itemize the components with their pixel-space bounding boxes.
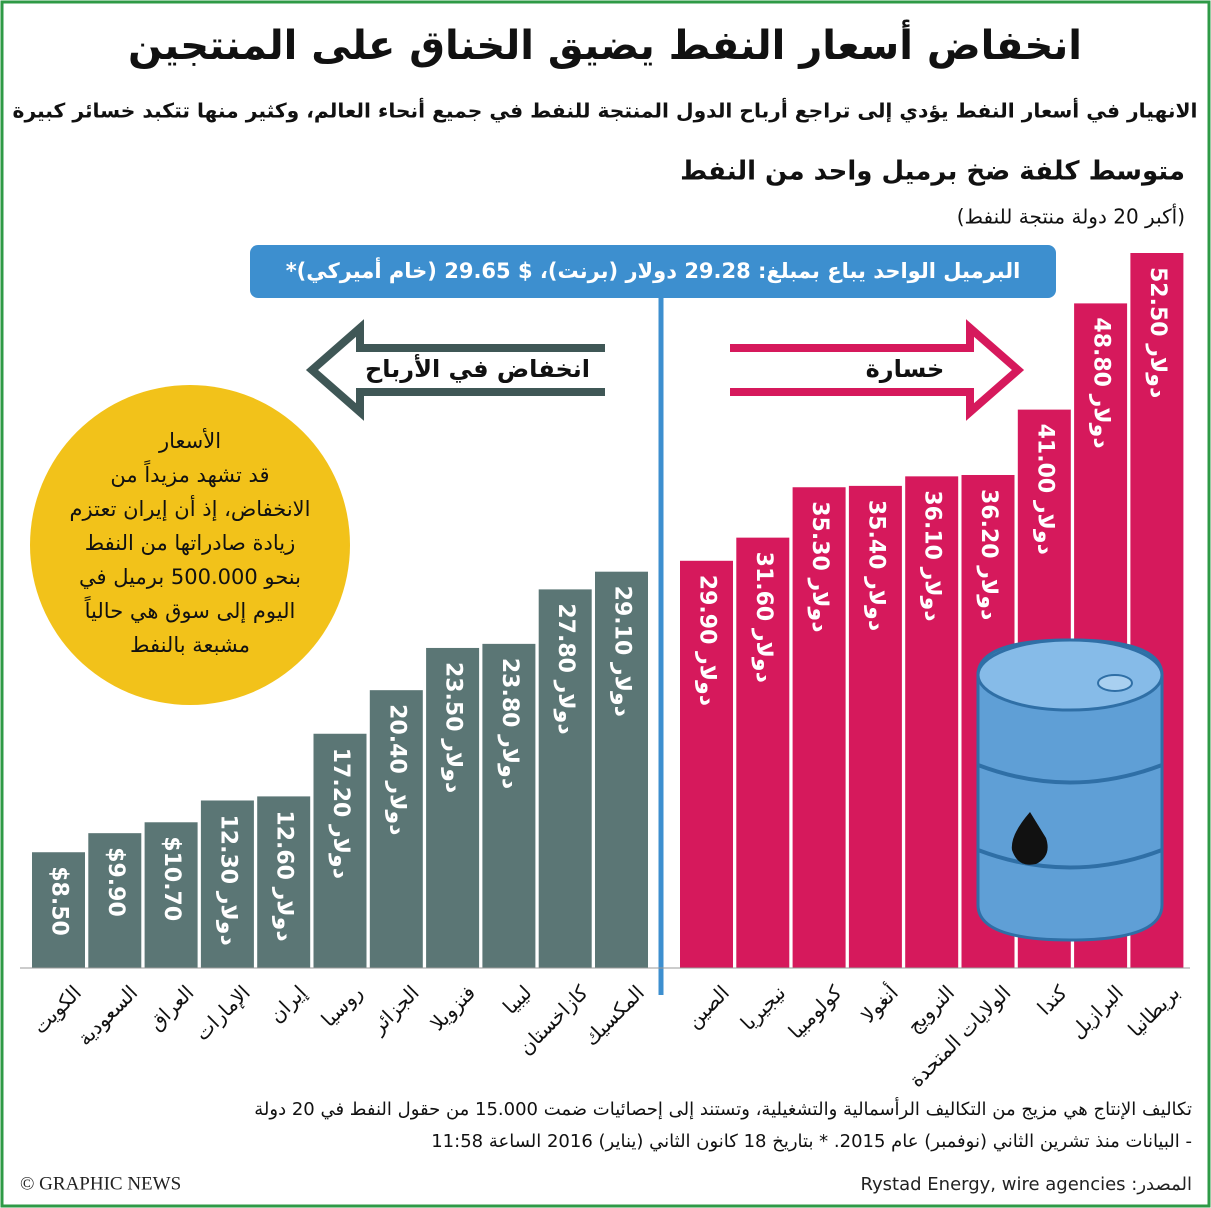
value-label: 35.40 دولار — [863, 500, 888, 631]
bar — [426, 647, 480, 968]
loss-arrow — [730, 319, 1025, 421]
callout-circle — [30, 385, 350, 705]
bar — [595, 571, 648, 968]
callout-line: الانخفاض، إذ أن إيران تعتزم — [70, 495, 311, 522]
bar — [482, 643, 536, 968]
value-label: 23.50 دولار — [441, 662, 466, 793]
title: انخفاض أسعار النفط يضيق الخناق على المنت… — [128, 19, 1082, 69]
credit: © GRAPHIC NEWS — [20, 1173, 181, 1194]
subtitle: الانهيار في أسعار النفط يؤدي إلى تراجع أ… — [13, 97, 1198, 124]
source: المصدر: Rystad Energy, wire agencies — [861, 1174, 1193, 1195]
callout-line: مشبعة بالنفط — [130, 633, 250, 657]
callout: الأسعار قد تشهد مزيداً من الانخفاض، إذ أن … — [70, 428, 311, 657]
oil-barrel — [976, 638, 1164, 942]
profit-arrow — [305, 319, 605, 421]
callout-line: زيادة صادراتها من النفط — [85, 531, 296, 555]
bar — [369, 690, 423, 968]
callout-line: اليوم إلى سوق هي حالياً — [84, 595, 295, 624]
value-label: 41.00 دولار — [1032, 424, 1057, 555]
footnote: تكاليف الإنتاج هي مزيج من التكاليف الرأس… — [254, 1097, 1192, 1152]
value-label: 12.60 دولار — [272, 810, 297, 941]
value-label: 29.90 دولار — [695, 575, 720, 706]
value-label: 27.80 دولار — [553, 603, 578, 734]
bar — [200, 800, 254, 968]
value-label: 17.20 دولار — [328, 748, 353, 879]
price-note: البرميل الواحد يباع بمبلغ: 29.28 دولار (… — [286, 256, 1021, 283]
legend-label: خسارة — [866, 355, 945, 383]
value-label: $8.50 — [47, 866, 72, 936]
value-label: 31.60 دولار — [751, 552, 776, 683]
value-label: 20.40 دولار — [384, 704, 409, 835]
value-label: 23.80 دولار — [497, 658, 522, 789]
value-label: 36.20 دولار — [976, 489, 1001, 620]
chart-subtitle: (أكبر 20 دولة منتجة للنفط) — [957, 204, 1185, 229]
price-box — [250, 245, 1056, 298]
value-label: $9.90 — [103, 847, 128, 917]
value-label: $10.70 — [159, 836, 184, 921]
bar — [736, 537, 790, 968]
callout-line: الأسعار — [158, 428, 221, 453]
bar — [792, 487, 846, 968]
bar — [144, 822, 198, 968]
legend-label: انخفاض في الأرباح — [365, 354, 590, 383]
callout-line: بنحو 500.000 برميل في — [79, 565, 301, 589]
value-label: 29.10 دولار — [610, 586, 635, 717]
bar — [32, 852, 85, 968]
bar — [257, 796, 311, 968]
footnote-line: تكاليف الإنتاج هي مزيج من التكاليف الرأس… — [254, 1097, 1192, 1120]
footnote-line: - البيانات منذ تشرين الثاني (نوفمبر) عام… — [431, 1131, 1192, 1152]
value-label: 36.10 دولار — [920, 490, 945, 621]
bar — [905, 476, 959, 968]
value-label: 52.50 دولار — [1145, 267, 1170, 398]
callout-line: قد تشهد مزيداً من — [110, 459, 269, 487]
value-label: 48.80 دولار — [1089, 317, 1114, 448]
bar — [680, 560, 733, 968]
bar — [313, 733, 367, 968]
bar — [538, 589, 592, 968]
value-label: 35.30 دولار — [807, 501, 832, 632]
bar — [848, 485, 902, 968]
chart-title: متوسط كلفة ضخ برميل واحد من النفط — [680, 157, 1185, 187]
value-label: 12.30 دولار — [215, 814, 240, 945]
bar — [88, 833, 142, 968]
